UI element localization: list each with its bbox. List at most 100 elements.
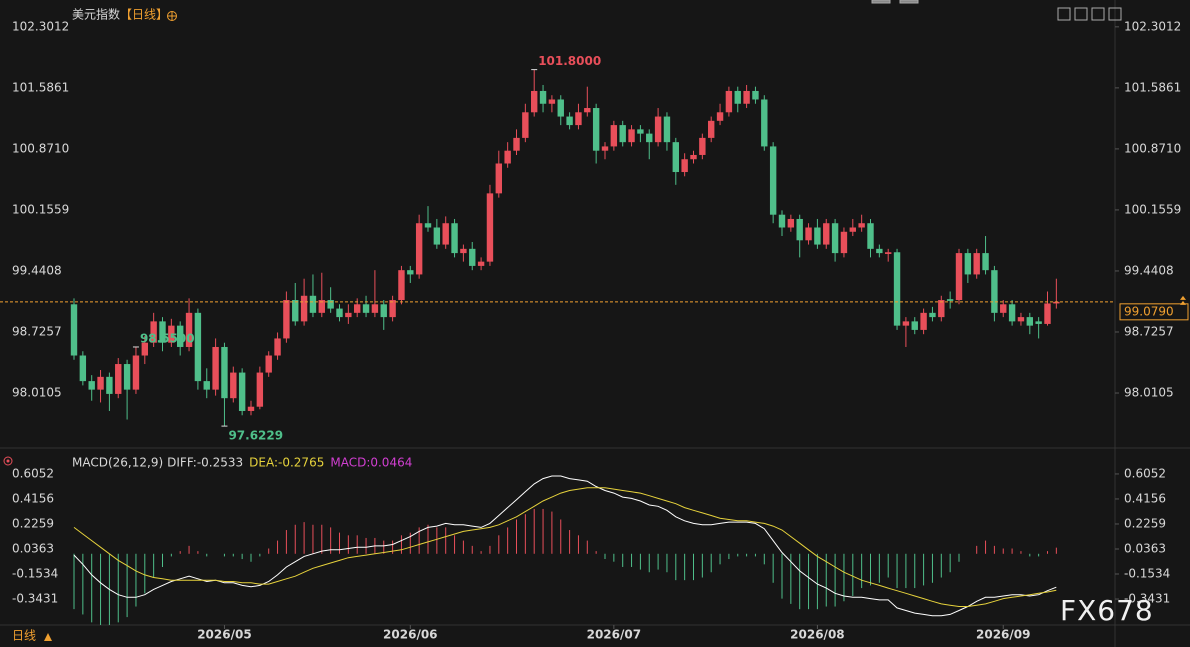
period-arrow[interactable] <box>44 633 52 641</box>
candle-body <box>345 312 352 318</box>
candle-body <box>973 253 980 275</box>
candle-body <box>893 252 901 326</box>
candle-body <box>752 90 759 100</box>
indicator-icon <box>6 459 10 463</box>
x-tick-label: 2026/06 <box>383 628 437 642</box>
candle-body <box>858 223 865 228</box>
candle-body <box>539 90 547 104</box>
y-tick-label: 0.4156 <box>12 491 54 505</box>
candle-body <box>238 372 246 411</box>
candle-body <box>840 231 848 254</box>
y-tick-label: 0.6052 <box>1124 466 1166 480</box>
candle-body <box>566 116 573 126</box>
candle-body <box>398 270 405 301</box>
candle-body <box>831 223 839 254</box>
x-tick-label: 2026/05 <box>197 628 251 642</box>
candle-body <box>814 227 821 245</box>
candle-body <box>265 355 272 373</box>
tool-button[interactable] <box>1091 7 1105 21</box>
period-footer[interactable]: 日线 <box>12 629 36 643</box>
y-tick-label: 99.4408 <box>12 263 62 277</box>
candle-body <box>1044 303 1051 324</box>
candle-body <box>513 137 520 151</box>
candle-body <box>681 159 688 173</box>
y-tick-label: 101.5861 <box>1124 80 1181 94</box>
candle-body <box>318 300 325 313</box>
candle-body <box>371 304 379 313</box>
candle-body <box>610 125 618 147</box>
candle-body <box>663 116 671 143</box>
candle-body <box>194 312 202 382</box>
candle-body <box>336 308 343 318</box>
candle-body <box>619 125 626 143</box>
candle-body <box>309 295 317 313</box>
y-tick-label: 0.2259 <box>1124 516 1166 530</box>
candle-body <box>354 304 361 313</box>
candle-body <box>867 223 874 249</box>
candle-body <box>708 120 715 138</box>
tool-button[interactable] <box>871 0 891 4</box>
candle-body <box>796 218 803 241</box>
candle-body <box>460 248 467 254</box>
candle-body <box>716 112 724 121</box>
y-tick-label: 98.0105 <box>12 386 62 400</box>
tool-button[interactable] <box>1074 7 1088 21</box>
y-tick-label: -0.1534 <box>1124 567 1170 581</box>
candle-body <box>911 321 918 330</box>
last-price-label: 99.0790 <box>1124 304 1174 318</box>
tool-button[interactable] <box>1108 7 1122 21</box>
candle-body <box>982 253 989 271</box>
candle-body <box>70 304 78 356</box>
candle-body <box>584 108 591 113</box>
x-tick-label: 2026/09 <box>976 628 1030 642</box>
candle-body <box>902 321 910 326</box>
candle-body <box>168 325 175 343</box>
candle-body <box>885 252 892 254</box>
candle-body <box>415 223 423 275</box>
candle-body <box>256 372 264 407</box>
candle-body <box>805 227 812 241</box>
candle-body <box>327 300 334 309</box>
candle-body <box>88 381 95 390</box>
candle-body <box>274 338 281 356</box>
y-tick-label: 0.0363 <box>1124 541 1166 555</box>
candle-body <box>185 312 193 347</box>
candle-body <box>637 129 644 134</box>
candle-body <box>548 99 556 104</box>
indicator-icon[interactable] <box>3 456 13 466</box>
candle-body <box>920 312 927 330</box>
x-tick-label: 2026/08 <box>790 628 844 642</box>
y-tick-label: 99.4408 <box>1124 263 1174 277</box>
y-tick-label: -0.1534 <box>12 567 58 581</box>
macd-line <box>73 475 1057 617</box>
candle-body <box>177 325 184 347</box>
candle-body <box>424 223 432 228</box>
candle-body <box>991 270 998 313</box>
add-icon[interactable] <box>167 11 177 21</box>
candle-body <box>557 99 564 117</box>
candle-body <box>672 142 679 173</box>
candle-body <box>699 137 706 155</box>
candle-body <box>964 253 972 275</box>
legend-entry: DIFF:-0.2533 <box>167 456 243 470</box>
tool-button[interactable] <box>899 0 919 4</box>
candle-body <box>849 227 856 232</box>
candle-body <box>247 406 255 411</box>
candle-body <box>1026 317 1033 326</box>
candle-body <box>283 300 290 339</box>
candle-body <box>150 321 157 343</box>
candle-body <box>495 163 502 194</box>
candle-body <box>380 304 387 318</box>
candle-body <box>929 312 936 318</box>
candle-body <box>230 372 237 399</box>
y-tick-label: 100.8710 <box>1124 141 1181 155</box>
y-tick-label: -0.3431 <box>12 592 58 606</box>
y-tick-label: 100.8710 <box>12 141 69 155</box>
macd-line <box>73 487 1057 607</box>
x-tick-label: 2026/07 <box>587 628 641 642</box>
y-tick-label: 102.3012 <box>1124 19 1181 33</box>
candle-body <box>946 299 954 301</box>
tool-button[interactable] <box>1057 7 1071 21</box>
legend-entry: MACD:0.0464 <box>330 456 412 470</box>
y-tick-label: 98.0105 <box>1124 386 1174 400</box>
